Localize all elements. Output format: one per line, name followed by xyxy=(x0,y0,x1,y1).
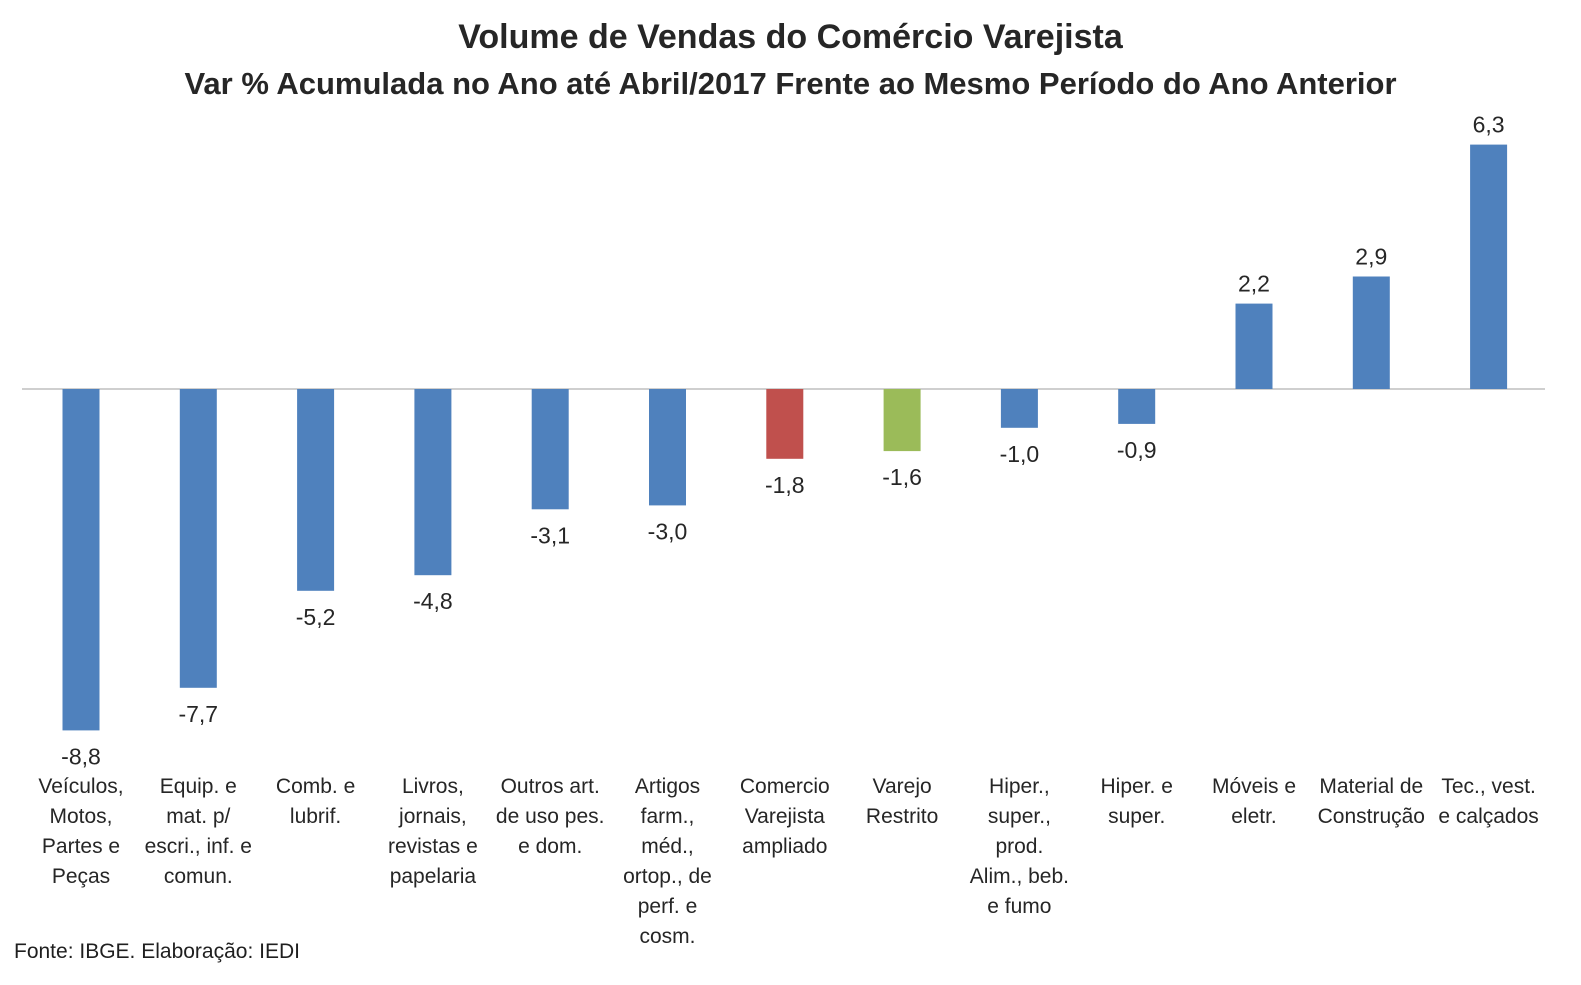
data-label: -4,8 xyxy=(413,588,453,614)
category-label-line: Motos, xyxy=(49,805,113,828)
data-label: -3,1 xyxy=(530,522,570,548)
category-label: Móveis e eletr. xyxy=(1192,772,1316,832)
data-label: -3,0 xyxy=(648,518,688,544)
category-label: Comb. e lubrif. xyxy=(254,772,378,832)
category-label-line: escri., inf. e xyxy=(144,835,252,858)
category-label-line: Construção xyxy=(1317,805,1425,828)
bar xyxy=(179,389,217,688)
category-label-line: ampliado xyxy=(742,835,828,858)
bar xyxy=(1470,144,1508,389)
category-label-line: super., xyxy=(987,805,1051,828)
category-label-line: farm., xyxy=(640,805,695,828)
category-label-line: Alim., beb. xyxy=(969,865,1069,888)
category-label-line: eletr. xyxy=(1231,805,1277,828)
category-label-line: Comb. e xyxy=(275,775,356,798)
data-label: -7,7 xyxy=(178,701,218,727)
category-label-line: Equip. e xyxy=(159,775,237,798)
source-note: Fonte: IBGE. Elaboração: IEDI xyxy=(14,940,300,963)
category-label: Varejo Restrito xyxy=(840,772,964,832)
bar xyxy=(62,389,100,731)
category-label-line: Livros, xyxy=(401,775,464,798)
bar xyxy=(414,389,452,576)
bar xyxy=(1000,389,1038,428)
bar xyxy=(1235,303,1273,389)
category-label-line: Móveis e xyxy=(1211,775,1297,798)
category-label: Artigos farm., méd., ortop., de perf. e cosm. xyxy=(606,772,730,952)
category-label: Veículos, Motos, Partes e Peças xyxy=(19,772,143,892)
category-label-line: Comercio xyxy=(739,775,830,798)
category-label: Livros, jornais, revistas e papelaria xyxy=(371,772,495,892)
chart-title: Volume de Vendas do Comércio Varejista xyxy=(458,18,1123,56)
category-label: Equip. e mat. p/escri., inf. e comun. xyxy=(136,772,260,892)
category-label-line: comun. xyxy=(163,865,233,888)
category-label-line: méd., xyxy=(641,835,694,858)
category-label-line: Varejo xyxy=(872,775,932,798)
bar xyxy=(766,389,804,459)
category-label-line: papelaria xyxy=(389,865,477,888)
category-label-line: Material de xyxy=(1319,775,1424,798)
data-label: -8,8 xyxy=(61,743,101,769)
chart-subtitle: Var % Acumulada no Ano até Abril/2017 Fr… xyxy=(184,66,1397,101)
category-label-line: super. xyxy=(1108,805,1166,828)
category-label: Comercio Varejista ampliado xyxy=(723,772,847,862)
category-label: Hiper. e super. xyxy=(1075,772,1199,832)
category-label-line: Hiper. e xyxy=(1100,775,1173,798)
category-label: Outros art. de uso pes. e dom. xyxy=(488,772,612,862)
category-label-line: Partes e xyxy=(41,835,121,858)
category-label-line: jornais, xyxy=(399,805,467,828)
data-label: -1,0 xyxy=(1000,441,1040,467)
category-label-line: Artigos xyxy=(634,775,701,798)
bar xyxy=(649,389,686,506)
data-label: 2,9 xyxy=(1355,244,1387,270)
category-label-line: perf. e xyxy=(637,895,698,918)
category-label-line: e dom. xyxy=(518,835,583,858)
category-label: Material de Construção xyxy=(1309,772,1433,832)
category-label-line: e calçados xyxy=(1438,805,1539,828)
bar xyxy=(883,389,921,452)
category-label: Hiper., super., prod. Alim., beb. e fumo xyxy=(957,772,1081,922)
category-label-line: ortop., de xyxy=(623,865,712,888)
category-label-line: Veículos, xyxy=(38,775,124,798)
category-label-line: Outros art. xyxy=(500,775,600,798)
category-label-line: prod. xyxy=(995,835,1044,858)
bar xyxy=(1352,276,1390,389)
category-label-line: cosm. xyxy=(639,925,696,948)
data-label: 6,3 xyxy=(1473,112,1505,138)
category-label-line: Hiper., xyxy=(989,775,1050,798)
data-label: -5,2 xyxy=(296,604,336,630)
bar xyxy=(531,389,569,510)
category-label-line: Restrito xyxy=(865,805,939,828)
category-label-line: Tec., vest. xyxy=(1441,775,1536,798)
category-label-line: de uso pes. xyxy=(495,805,605,828)
bar xyxy=(1118,389,1156,424)
category-label-line: e fumo xyxy=(987,895,1052,918)
data-label: -1,6 xyxy=(882,464,922,490)
data-label: -0,9 xyxy=(1117,437,1157,463)
category-label: Tec., vest. e calçados xyxy=(1427,772,1551,832)
category-label-line: revistas e xyxy=(387,835,478,858)
data-label: 2,2 xyxy=(1238,271,1270,297)
category-label-line: Peças xyxy=(51,865,111,888)
category-label-line: lubrif. xyxy=(289,805,342,828)
category-label-line: Varejista xyxy=(744,805,825,828)
category-label-line: mat. p/ xyxy=(166,805,231,828)
bar xyxy=(297,389,335,591)
data-label: -1,8 xyxy=(765,472,805,498)
